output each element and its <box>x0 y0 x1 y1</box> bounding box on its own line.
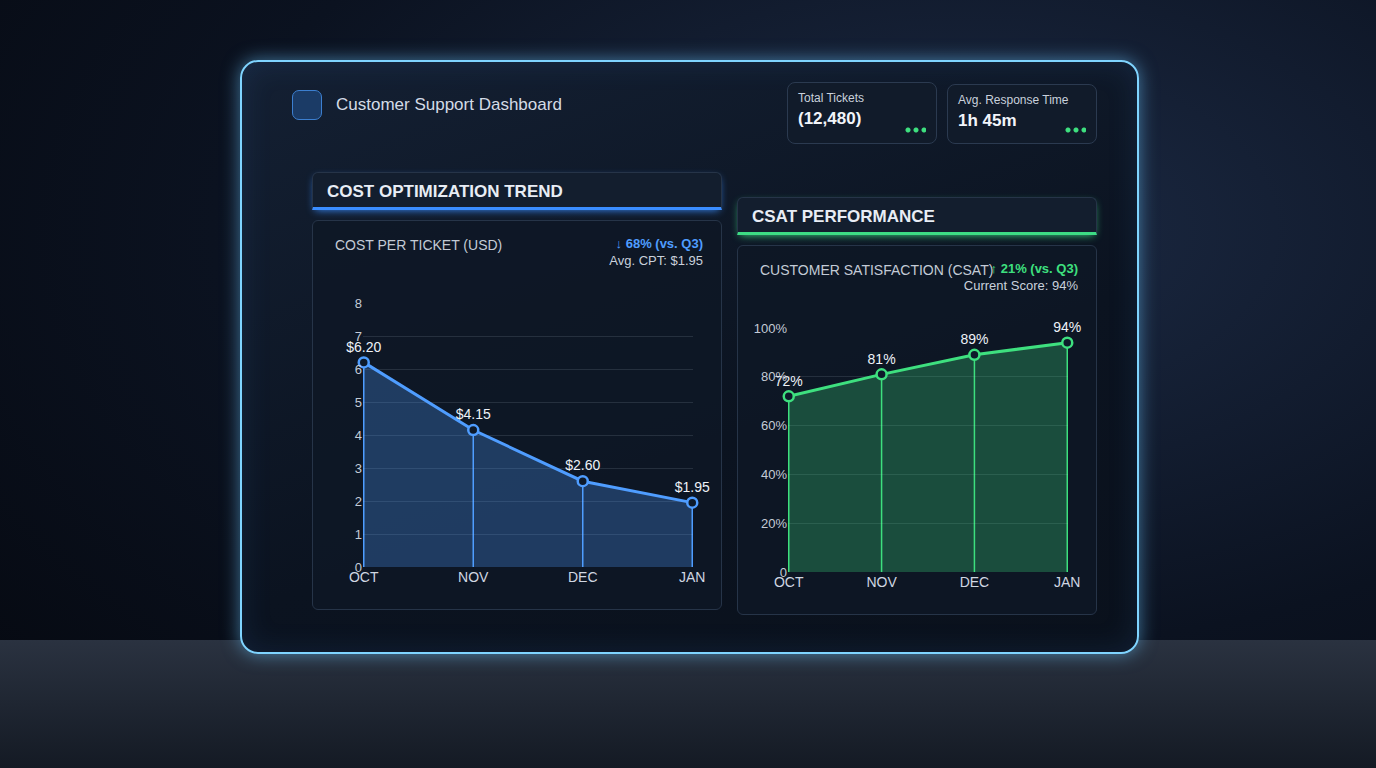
svg-text:100%: 100% <box>754 321 788 336</box>
svg-text:NOV: NOV <box>458 569 489 585</box>
html-text:Avg. Response Time: Avg. Response Time <box>958 93 1069 107</box>
html-text:1h 45m: 1h 45m <box>958 111 1017 130</box>
svg-text:72%: 72% <box>775 373 803 389</box>
html-text:COST PER TICKET (USD): COST PER TICKET (USD) <box>335 237 503 253</box>
svg-text:40%: 40% <box>761 467 787 482</box>
svg-text:2: 2 <box>355 494 362 509</box>
svg-text:0: 0 <box>355 560 362 575</box>
svg-text:20%: 20% <box>761 516 787 531</box>
svg-text:81%: 81% <box>868 351 896 367</box>
html-text:CUSTOMER SATISFACTION (CSAT): CUSTOMER SATISFACTION (CSAT) <box>760 262 994 278</box>
svg-text:5: 5 <box>355 395 362 410</box>
svg-text:$6.20: $6.20 <box>346 339 381 355</box>
svg-text:$2.60: $2.60 <box>565 457 600 473</box>
html-text:COST OPTIMIZATION TREND: COST OPTIMIZATION TREND <box>327 182 563 201</box>
svg-text:OCT: OCT <box>349 569 379 585</box>
svg-text:94%: 94% <box>1053 319 1081 335</box>
html-text:(12,480): (12,480) <box>798 109 862 128</box>
svg-text:4: 4 <box>355 428 362 443</box>
html-text:Customer Support Dashboard: Customer Support Dashboard <box>336 95 562 114</box>
svg-text:DEC: DEC <box>568 569 598 585</box>
html-text:CSAT PERFORMANCE: CSAT PERFORMANCE <box>752 207 935 226</box>
svg-text:89%: 89% <box>960 331 988 347</box>
svg-text:80%: 80% <box>761 369 787 384</box>
svg-text:$4.15: $4.15 <box>456 406 491 422</box>
html-text:↑ 21% (vs. Q3): ↑ 21% (vs. Q3) <box>990 261 1078 276</box>
svg-text:0: 0 <box>780 565 787 580</box>
svg-text:$1.95: $1.95 <box>675 479 710 495</box>
svg-text:6: 6 <box>355 362 362 377</box>
svg-text:8: 8 <box>355 296 362 311</box>
svg-text:7: 7 <box>355 329 362 344</box>
svg-text:NOV: NOV <box>866 574 897 590</box>
html-text:Total Tickets: Total Tickets <box>798 91 864 105</box>
svg-text:DEC: DEC <box>960 574 990 590</box>
svg-text:60%: 60% <box>761 418 787 433</box>
svg-text:3: 3 <box>355 461 362 476</box>
html-text:Current Score: 94%: Current Score: 94% <box>963 278 1078 293</box>
svg-text:OCT: OCT <box>774 574 804 590</box>
svg-text:1: 1 <box>355 527 362 542</box>
html-text:↓ 68% (vs. Q3): ↓ 68% (vs. Q3) <box>615 236 703 251</box>
svg-text:JAN: JAN <box>1054 574 1080 590</box>
html-text:Avg. CPT: $1.95: Avg. CPT: $1.95 <box>609 253 703 268</box>
svg-text:JAN: JAN <box>679 569 705 585</box>
